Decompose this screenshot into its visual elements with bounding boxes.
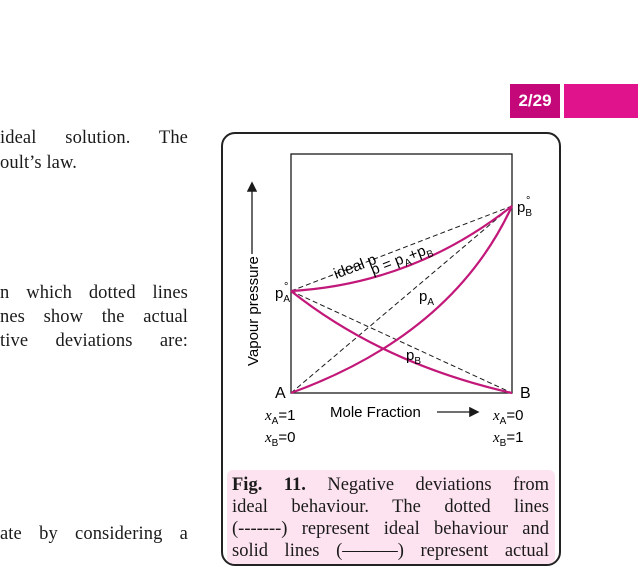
- figure-box: Vapour pressure pA° pB° ideal p p = pA+p…: [221, 132, 561, 566]
- x-axis-label: Mole Fraction: [330, 404, 421, 421]
- left-xa-label: xA=1: [264, 407, 295, 427]
- caption-line: solid lines (———) represent actual: [232, 541, 549, 561]
- total-pressure-curve: [290, 205, 513, 293]
- page-number: 2/29: [510, 84, 560, 118]
- pa-curve: [290, 290, 513, 395]
- body-text-line: ate by considering a: [0, 524, 188, 544]
- figure-label: Fig. 11.: [232, 475, 306, 495]
- y-axis-label: Vapour pressure: [245, 256, 262, 366]
- pa-zero-label: pA°: [275, 281, 290, 305]
- caption-line: (-------) represent ideal behaviour and: [232, 519, 549, 539]
- body-text-line: tive deviations are:: [0, 331, 188, 351]
- left-xb-label: xB=0: [264, 429, 295, 449]
- body-text-line: n which dotted lines: [0, 283, 188, 303]
- body-text-line: oult’s law.: [0, 153, 77, 173]
- right-xa-label: xA=0: [492, 407, 523, 427]
- vapour-pressure-diagram: Vapour pressure pA° pB° ideal p p = pA+p…: [245, 153, 532, 449]
- page-number-tab: 2/29: [510, 84, 638, 118]
- pb-zero-label: pB°: [517, 195, 532, 219]
- caption-line: Fig. 11. Negative deviations from: [232, 475, 550, 495]
- caption-line: ideal behaviour. The dotted lines: [232, 497, 549, 517]
- total-pressure-label: p = pA+pB: [368, 240, 435, 282]
- page-tab-bar: [564, 84, 638, 118]
- corner-a-label: A: [275, 385, 286, 402]
- pb-curve: [290, 205, 513, 395]
- figure-caption: Fig. 11. Negative deviations from ideal …: [227, 470, 555, 564]
- pa-curve-label: pA: [419, 288, 434, 308]
- pb-curve-label: pB: [406, 347, 421, 367]
- ideal-total-line: [290, 205, 513, 292]
- body-text-line: ideal solution. The: [0, 128, 188, 148]
- plot-frame: [290, 153, 513, 394]
- ideal-pb-line: [290, 205, 513, 394]
- corner-b-label: B: [520, 385, 531, 402]
- right-xb-label: xB=1: [492, 429, 523, 449]
- ideal-pa-line: [290, 290, 513, 394]
- body-text-line: nes show the actual: [0, 307, 188, 327]
